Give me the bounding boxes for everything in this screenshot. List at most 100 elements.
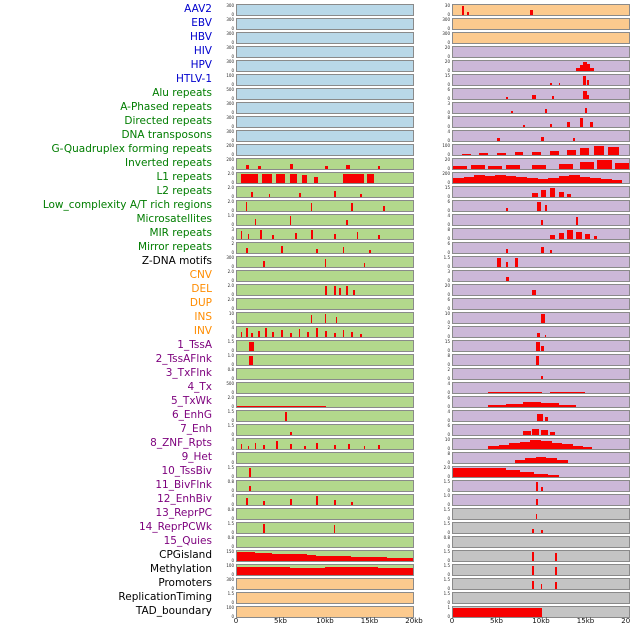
signal-bar [268, 194, 271, 197]
signal-bar [555, 582, 557, 589]
signal-bar [523, 402, 542, 407]
ytick-min: 0 [447, 362, 450, 367]
x-tick-0: 0 [233, 617, 239, 625]
track-row-htlv-1: HTLV-1 100 0 15 0 [0, 73, 630, 87]
signal-bar [346, 286, 348, 295]
track-row-4-tx: 4_Tx 500 0 4 0 [0, 381, 630, 395]
signal-bar [254, 443, 257, 449]
signal-bar [333, 285, 337, 295]
right-track-panel-2-tssaflnk [452, 354, 630, 366]
signal-bar [461, 6, 465, 15]
ytick-min: 0 [231, 180, 234, 185]
signal-bar [298, 193, 302, 197]
left-yaxis-replicationtiming: 1.5 0 [212, 591, 236, 605]
left-track-panel-9-het [236, 452, 414, 464]
track-label-ebv: EBV [191, 17, 212, 29]
signal-bar [535, 456, 547, 463]
left-yaxis-z-dna-motifs: 300 0 [212, 255, 236, 269]
signal-bar [607, 146, 619, 155]
signal-bar [558, 164, 573, 169]
signal-bar [272, 553, 282, 561]
signal-bar [333, 525, 336, 533]
track-label-promoters: Promoters [158, 577, 212, 589]
left-yaxis-dup: 2.0 0 [212, 297, 236, 311]
signal-bar [254, 219, 257, 225]
signal-bar [310, 230, 313, 239]
track-label-13-reprpc: 13_ReprPC [155, 507, 212, 519]
signal-bar [342, 247, 345, 253]
signal-bar [523, 124, 526, 127]
ytick-max: 8 [447, 115, 450, 120]
signal-bar [360, 334, 362, 337]
track-label-dna-transposons: DNA transposons [121, 129, 212, 141]
signal-bar [541, 403, 559, 407]
ytick-min: 0 [231, 502, 234, 507]
track-row-replicationtiming: ReplicationTiming 1.5 0 1.5 0 [0, 591, 630, 605]
signal-bar [404, 558, 413, 561]
ytick-min: 0 [447, 292, 450, 297]
ytick-max: 2 [447, 325, 450, 330]
signal-bar [579, 65, 584, 71]
signal-bar [549, 392, 586, 393]
track-label-a-phased-repeats: A-Phased repeats [120, 101, 212, 113]
left-track-panel-10-tssbiv [236, 466, 414, 478]
ytick-min: 0 [447, 82, 450, 87]
signal-bar [544, 334, 547, 337]
signal-bar [249, 341, 254, 351]
signal-bar [558, 83, 561, 85]
ytick-max: 1.5 [443, 507, 450, 512]
ytick-min: 0 [231, 12, 234, 17]
ytick-min: 0 [231, 250, 234, 255]
signal-bar [541, 430, 549, 435]
left-track-panel-hbv [236, 32, 414, 44]
ytick-max: 0.8 [443, 535, 450, 540]
left-track-panel-hpv [236, 60, 414, 72]
signal-bar [567, 149, 577, 155]
track-label-mir-repeats: MIR repeats [149, 227, 212, 239]
right-track-panel-htlv-1 [452, 74, 630, 86]
signal-bar [526, 178, 538, 183]
signal-bar [549, 151, 559, 155]
track-label-dup: DUP [189, 297, 212, 309]
right-yaxis-11-bivflnk: 1.5 0 [414, 479, 452, 493]
signal-bar [546, 458, 557, 463]
signal-bar [535, 514, 538, 519]
ytick-max: 2.0 [227, 199, 234, 204]
track-row-low-complexity-a-t-rich-regions: Low_complexity A/T rich regions 2.0 0 6 0 [0, 199, 630, 213]
ytick-max: 1.0 [227, 353, 234, 358]
ytick-min: 0 [447, 208, 450, 213]
left-yaxis-dna-transposons: 300 0 [212, 129, 236, 143]
track-label-del: DEL [191, 283, 212, 295]
left-yaxis-6-enhg: 1.5 0 [212, 409, 236, 423]
signal-bar [505, 262, 509, 267]
signal-bar [325, 259, 327, 267]
ytick-max: 20 [444, 45, 450, 50]
ytick-max: 6 [447, 297, 450, 302]
ytick-min: 0 [447, 194, 450, 199]
right-track-panel-microsatellites [452, 214, 630, 226]
signal-bar [289, 499, 292, 505]
signal-bar [509, 443, 520, 449]
ytick-max: 1.5 [227, 465, 234, 470]
left-track-panel-mir-repeats [236, 228, 414, 240]
ytick-min: 0 [231, 222, 234, 227]
signal-bar [597, 159, 612, 169]
signal-bar [363, 263, 366, 267]
track-label-inv: INV [193, 325, 212, 337]
right-track-panel-mirror-repeats [452, 242, 630, 254]
signal-bar [284, 411, 287, 421]
signal-bar [590, 178, 601, 183]
track-label-15-quies: 15_Quies [163, 535, 212, 547]
right-yaxis-promoters: 1.5 0 [414, 577, 452, 591]
right-yaxis-inverted-repeats: 20 0 [414, 157, 452, 171]
right-track-panel-g-quadruplex-forming-repeats [452, 144, 630, 156]
ytick-max: 100 [226, 605, 234, 610]
signal-bar [551, 442, 563, 449]
signal-bar [537, 178, 549, 183]
left-yaxis-15-quies: 0.8 0 [212, 535, 236, 549]
signal-bar [549, 235, 556, 239]
signal-bar [544, 205, 548, 211]
